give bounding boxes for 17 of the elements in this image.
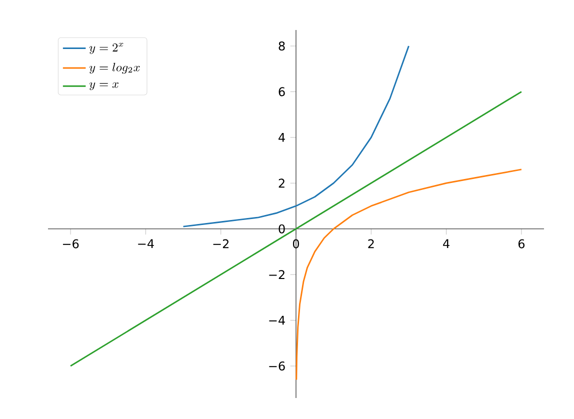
legend-label: $y = log_{2}x$ — [89, 62, 140, 74]
legend-label: $y = x$ — [89, 82, 118, 90]
legend-label: $y = 2^{x}$ — [89, 42, 124, 54]
x-tick-label: −6 — [62, 239, 79, 248]
x-tick-label: 0 — [292, 239, 300, 248]
x-tick-label: 6 — [518, 239, 525, 248]
y-tick-label: 8 — [278, 41, 285, 51]
y-tick-label: 4 — [278, 133, 285, 142]
y-tick-label: −4 — [269, 316, 285, 325]
x-tick-label: 2 — [368, 239, 374, 248]
y-tick-label: −6 — [269, 361, 285, 371]
y-tick-label: 6 — [278, 87, 285, 96]
x-tick-label: 4 — [443, 239, 450, 248]
x-tick-label: −2 — [213, 239, 229, 248]
x-tick-label: −4 — [138, 239, 154, 248]
y-tick-label: −2 — [269, 270, 284, 280]
y-tick-label: 2 — [278, 178, 284, 188]
